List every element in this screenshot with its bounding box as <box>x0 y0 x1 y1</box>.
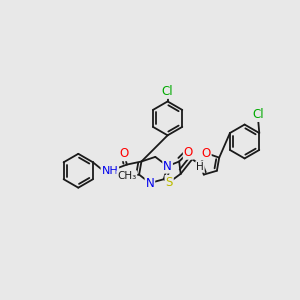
Text: N: N <box>146 177 154 190</box>
Text: O: O <box>202 146 211 160</box>
Text: CH₃: CH₃ <box>117 171 136 181</box>
Text: NH: NH <box>101 166 118 176</box>
Text: N: N <box>163 160 172 172</box>
Text: H: H <box>196 162 204 172</box>
Text: O: O <box>120 147 129 160</box>
Text: S: S <box>166 176 173 189</box>
Text: Cl: Cl <box>162 85 173 98</box>
Text: Cl: Cl <box>252 108 263 121</box>
Text: O: O <box>184 146 193 159</box>
